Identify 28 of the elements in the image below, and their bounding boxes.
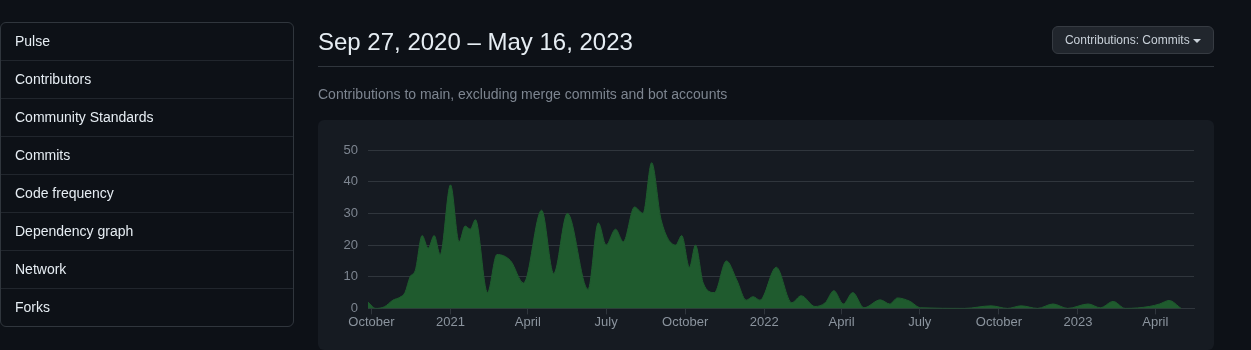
y-tick-label: 0 <box>350 299 358 315</box>
y-tick-label: 10 <box>343 268 358 284</box>
chart-subtitle: Contributions to main, excluding merge commits and bot accounts <box>318 86 728 102</box>
text: Dependency graph <box>1 212 293 250</box>
text: Contributors <box>1 60 293 98</box>
x-tick-label: April <box>514 313 541 329</box>
text: Contributions: Commits <box>1051 26 1214 54</box>
y-tick-label: 40 <box>343 173 358 189</box>
text: Network <box>1 250 293 288</box>
text: Code frequency <box>1 174 293 212</box>
chart-title: Sep 27, 2020 – May 16, 2023 <box>318 28 633 56</box>
x-tick-label: October <box>348 313 396 329</box>
x-tick-label: July <box>594 313 619 329</box>
y-tick-label: 50 <box>343 141 358 157</box>
x-tick-label: April <box>1142 313 1169 329</box>
text: Forks <box>1 288 293 326</box>
x-tick-label: April <box>828 313 855 329</box>
x-tick-label: 2021 <box>436 313 465 329</box>
text: Pulse <box>14 32 52 51</box>
y-tick-label: 30 <box>343 204 358 220</box>
x-tick-label: October <box>975 313 1023 329</box>
text: Commits <box>1 136 293 174</box>
x-tick-label: October <box>662 313 709 329</box>
text: Community Standards <box>1 98 293 136</box>
x-tick-label: 2022 <box>749 313 779 329</box>
x-tick-label: 2023 <box>1063 313 1093 329</box>
y-tick-label: 20 <box>343 236 358 252</box>
x-tick-label: July <box>908 313 932 329</box>
